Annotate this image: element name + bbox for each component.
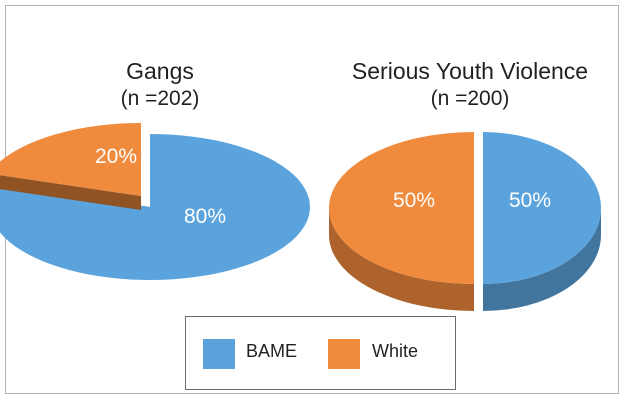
pie-gangs-slice-white-top bbox=[0, 123, 141, 196]
legend: BAME White bbox=[185, 316, 456, 390]
legend-label-bame: BAME bbox=[246, 341, 298, 361]
legend-label-white: White bbox=[372, 341, 419, 361]
chart-subtitle-serious-youth-violence: (n =200) bbox=[430, 87, 510, 110]
pie-syv-label-white: 50% bbox=[393, 189, 435, 212]
pie-gangs-slice-white-cut-0 bbox=[0, 175, 141, 210]
legend-swatch-white bbox=[328, 339, 360, 369]
pie-gangs-label-white: 20% bbox=[95, 145, 137, 168]
pie-gangs-label-bame: 80% bbox=[184, 205, 226, 228]
pie-syv-slice-bame-top bbox=[483, 132, 601, 284]
pie-syv-label-bame: 50% bbox=[509, 189, 551, 212]
pie-syv-slice-white-top bbox=[329, 132, 474, 284]
chart-subtitle-gangs: (n =202) bbox=[120, 87, 200, 110]
chart-title-serious-youth-violence: Serious Youth Violence bbox=[351, 58, 589, 84]
pie-syv-slice-white-side bbox=[329, 208, 474, 311]
chart-title-gangs: Gangs bbox=[126, 58, 194, 84]
legend-swatch-bame bbox=[203, 339, 235, 369]
pie-syv-slice-bame-side bbox=[483, 208, 601, 311]
pie-gangs-slice-bame-top bbox=[0, 134, 310, 280]
